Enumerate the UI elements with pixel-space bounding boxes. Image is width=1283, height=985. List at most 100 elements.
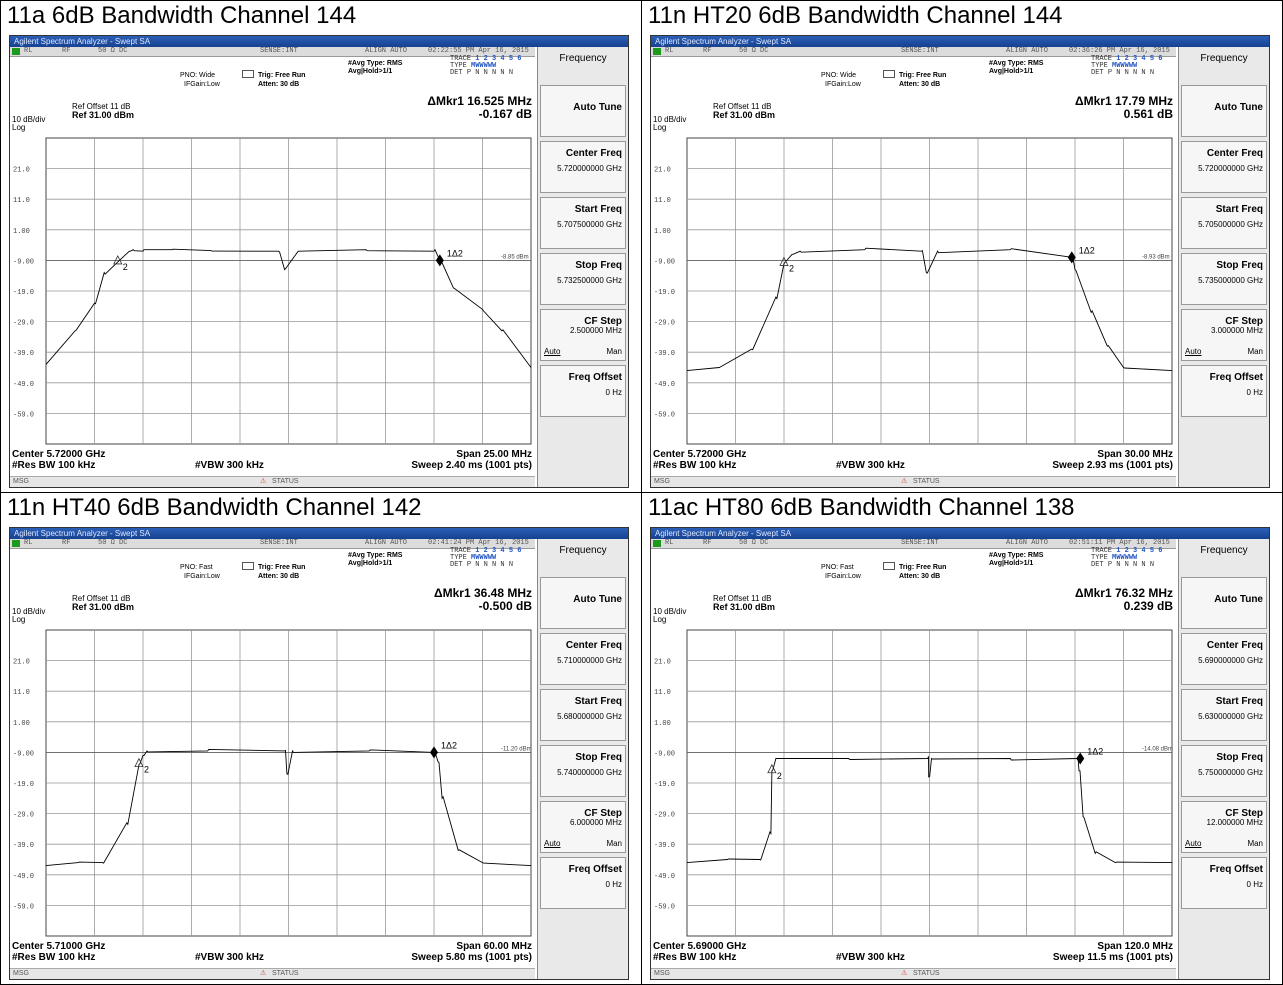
- softkey-panel: Frequency Auto Tune Center Freq 5.7200000…: [537, 47, 628, 487]
- y-tick-label: 21.0: [654, 659, 671, 667]
- spectrum-analyzer-window: Agilent Spectrum Analyzer - Swept SA RL …: [9, 527, 629, 980]
- span-readout: Span 120.0 MHz: [1097, 941, 1173, 952]
- center-freq-readout: Center 5.72000 GHz: [12, 449, 106, 460]
- frequency-menu-title: Frequency: [540, 539, 626, 577]
- avg-type-label: #Avg Type: RMS: [348, 60, 403, 67]
- plot-area: 21.0 11.0 1.00 -9.00 -19.0 -29.0 -39.0 -49.0 -59…: [651, 134, 1176, 454]
- y-tick-label: 11.0: [654, 197, 671, 205]
- cf-step-softkey[interactable]: CF Step 6.000000 MHz Auto Man: [540, 801, 626, 853]
- status-label: STATUS: [272, 478, 299, 485]
- center-freq-softkey[interactable]: Center Freq 5.720000000 GHz: [540, 141, 626, 193]
- ref-level-label: Ref 31.00 dBm: [72, 110, 135, 120]
- center-freq-softkey[interactable]: Center Freq 5.710000000 GHz: [540, 633, 626, 685]
- cf-step-softkey[interactable]: CF Step 12.000000 MHz Auto Man: [1181, 801, 1267, 853]
- delta-marker-freq: ΔMkr1 36.48 MHz: [434, 586, 532, 600]
- panel-title: 11n HT40 6dB Bandwidth Channel 142: [7, 494, 422, 521]
- plot-area: 21.0 11.0 1.00 -9.00 -19.0 -29.0 -39.0 -49.0 -59…: [10, 134, 535, 454]
- y-tick-label: 1.00: [654, 228, 671, 236]
- msg-label: MSG: [13, 970, 29, 977]
- app-titlebar: Agilent Spectrum Analyzer - Swept SA: [651, 36, 1269, 47]
- coupling-label: 50 Ω DC: [739, 47, 769, 55]
- coupling-label: 50 Ω DC: [98, 539, 128, 547]
- auto-tune-softkey[interactable]: Auto Tune: [1181, 85, 1267, 137]
- y-tick-label: -19.0: [654, 781, 675, 789]
- pno-dropdown-icon: [883, 70, 895, 78]
- log-label: Log: [653, 123, 667, 132]
- start-freq-softkey[interactable]: Start Freq 5.630000000 GHz: [1181, 689, 1267, 741]
- freq-offset-softkey[interactable]: Freq Offset 0 Hz: [1181, 365, 1267, 417]
- y-tick-label: 1.00: [13, 720, 30, 728]
- vbw-readout: #VBW 300 kHz: [195, 952, 264, 963]
- pno-label: PNO: Fast: [180, 564, 213, 571]
- delta-marker-freq: ΔMkr1 16.525 MHz: [427, 94, 532, 108]
- sweep-readout: Sweep 2.40 ms (1001 pts): [411, 460, 532, 471]
- frequency-menu-title: Frequency: [540, 47, 626, 85]
- panel-title: 11a 6dB Bandwidth Channel 144: [7, 2, 357, 29]
- rf-label: RF: [62, 539, 71, 547]
- sense-label: SENSE:INT: [901, 47, 939, 55]
- center-freq-readout: Center 5.69000 GHz: [653, 941, 747, 952]
- y-tick-label: -39.0: [13, 842, 34, 850]
- avg-hold-label: Avg|Hold>1/1: [348, 68, 393, 75]
- delta-marker-value: -0.167 dB: [478, 107, 532, 121]
- res-bw-readout: #Res BW 100 kHz: [12, 460, 96, 471]
- scale-label: 10 dB/div: [12, 607, 46, 616]
- y-tick-label: 21.0: [654, 167, 671, 175]
- ref-offset-label: Ref Offset 11 dB: [72, 102, 131, 111]
- freq-offset-softkey[interactable]: Freq Offset 0 Hz: [540, 365, 626, 417]
- stop-freq-softkey[interactable]: Stop Freq 5.750000000 GHz: [1181, 745, 1267, 797]
- status-bar: MSG ⚠ STATUS: [651, 968, 1176, 979]
- trace-line: [686, 755, 1173, 864]
- auto-tune-softkey[interactable]: Auto Tune: [540, 85, 626, 137]
- stop-freq-softkey[interactable]: Stop Freq 5.735000000 GHz: [1181, 253, 1267, 305]
- cf-step-softkey[interactable]: CF Step 3.000000 MHz Auto Man: [1181, 309, 1267, 361]
- cf-step-softkey[interactable]: CF Step 2.500000 MHz Auto Man: [540, 309, 626, 361]
- freq-offset-softkey[interactable]: Freq Offset 0 Hz: [1181, 857, 1267, 909]
- scale-label: 10 dB/div: [653, 607, 687, 616]
- marker-2-label: 2: [144, 765, 149, 775]
- datetime: 02:36:26 PM Apr 16, 2015: [1069, 47, 1170, 55]
- y-tick-label: 11.0: [13, 197, 30, 205]
- center-freq-softkey[interactable]: Center Freq 5.720000000 GHz: [1181, 141, 1267, 193]
- datetime: 02:22:55 PM Apr 16, 2015: [428, 47, 529, 55]
- start-freq-softkey[interactable]: Start Freq 5.707500000 GHz: [540, 197, 626, 249]
- trace-line: [45, 248, 532, 368]
- marker-1-label: 1Δ2: [1087, 747, 1103, 757]
- start-freq-softkey[interactable]: Start Freq 5.680000000 GHz: [540, 689, 626, 741]
- center-freq-softkey[interactable]: Center Freq 5.690000000 GHz: [1181, 633, 1267, 685]
- align-label: ALIGN AUTO: [365, 539, 408, 547]
- status-row: RL RF 50 Ω DC SENSE:INT ALIGN AUTO 02:22…: [10, 47, 535, 57]
- delta-marker-freq: ΔMkr1 17.79 MHz: [1075, 94, 1173, 108]
- y-tick-label: 11.0: [13, 689, 30, 697]
- auto-tune-softkey[interactable]: Auto Tune: [540, 577, 626, 629]
- avg-hold-label: Avg|Hold>1/1: [989, 68, 1034, 75]
- marker-1-label: 1Δ2: [1079, 245, 1095, 255]
- display-line-label: -11.20 dBm: [501, 746, 532, 752]
- delta-marker-value: 0.239 dB: [1123, 599, 1173, 613]
- y-tick-label: -39.0: [13, 350, 34, 358]
- y-tick-label: -49.0: [654, 873, 675, 881]
- spectrum-analyzer-window: Agilent Spectrum Analyzer - Swept SA RL …: [650, 527, 1270, 980]
- scale-label: 10 dB/div: [12, 115, 46, 124]
- start-freq-softkey[interactable]: Start Freq 5.705000000 GHz: [1181, 197, 1267, 249]
- marker-2-label: 2: [789, 263, 794, 273]
- y-tick-label: 21.0: [13, 167, 30, 175]
- log-label: Log: [12, 615, 26, 624]
- freq-offset-softkey[interactable]: Freq Offset 0 Hz: [540, 857, 626, 909]
- sense-label: SENSE:INT: [260, 47, 298, 55]
- y-tick-label: -59.0: [13, 411, 34, 419]
- auto-tune-softkey[interactable]: Auto Tune: [1181, 577, 1267, 629]
- avg-type-label: #Avg Type: RMS: [348, 552, 403, 559]
- y-tick-label: -29.0: [654, 812, 675, 820]
- pno-label: PNO: Fast: [821, 564, 854, 571]
- status-icon: ⚠: [260, 478, 267, 485]
- ref-level-label: Ref 31.00 dBm: [72, 602, 135, 612]
- stop-freq-softkey[interactable]: Stop Freq 5.732500000 GHz: [540, 253, 626, 305]
- trace-info: TRACE 1 2 3 4 5 6 TYPE MWWWWW DET P N N …: [1091, 55, 1163, 77]
- pno-label: PNO: Wide: [180, 72, 216, 79]
- stop-freq-softkey[interactable]: Stop Freq 5.740000000 GHz: [540, 745, 626, 797]
- status-icon: ⚠: [901, 478, 908, 485]
- datetime: 02:51:11 PM Apr 16, 2015: [1069, 539, 1170, 547]
- ref-offset-label: Ref Offset 11 dB: [713, 594, 772, 603]
- panel-0: 11a 6dB Bandwidth Channel 144 Agilent Sp…: [0, 0, 642, 493]
